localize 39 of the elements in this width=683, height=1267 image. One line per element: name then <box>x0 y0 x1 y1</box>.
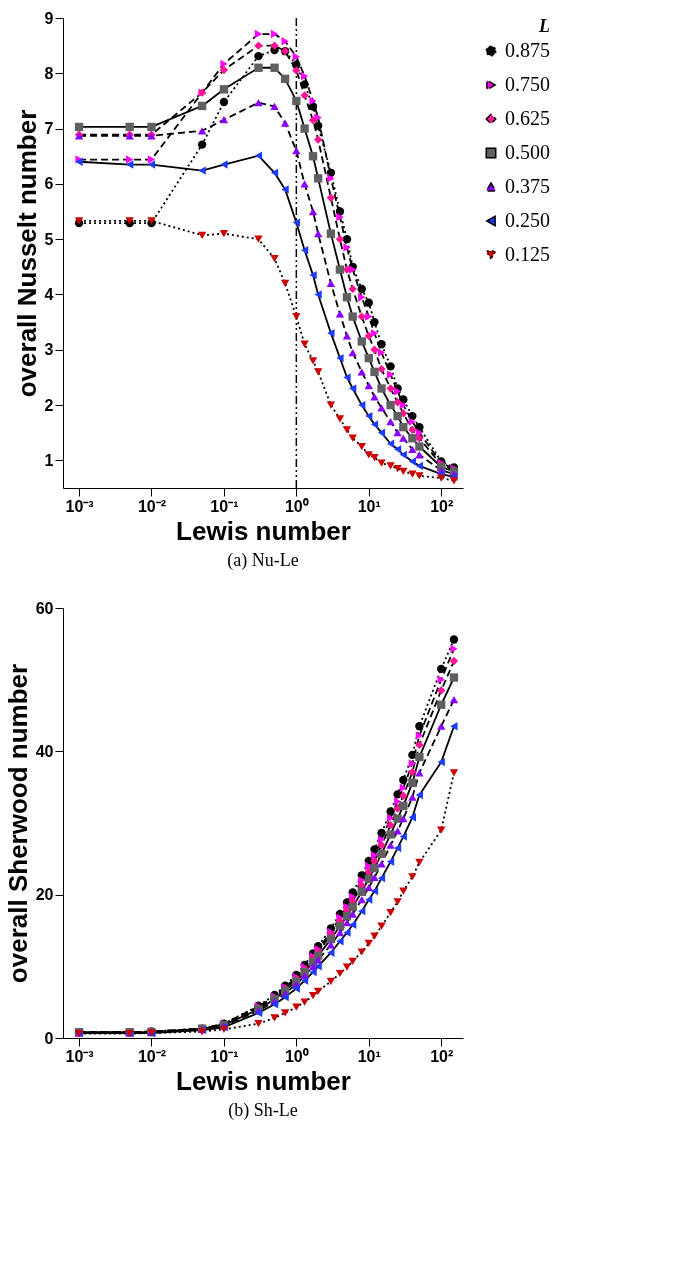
legend-label: 0.250 <box>505 209 550 231</box>
y-tick-label: 3 <box>44 341 54 359</box>
x-tick-label: 10⁻² <box>137 497 167 515</box>
y-axis-title: overall Nusselt number <box>11 109 42 398</box>
y-tick-label: 9 <box>44 9 54 27</box>
x-axis-title: Lewis number <box>176 515 351 546</box>
x-tick-label: 10¹ <box>357 1047 381 1065</box>
x-axis-title: Lewis number <box>176 1065 351 1096</box>
y-tick-label: 20 <box>35 886 54 904</box>
x-tick-label: 10⁻¹ <box>210 1047 239 1065</box>
legend-title: L <box>538 16 550 36</box>
y-tick-label: 5 <box>44 230 54 248</box>
x-tick-label: 10¹ <box>357 497 381 515</box>
y-tick-label: 4 <box>44 285 54 303</box>
legend-label: 0.875 <box>505 39 550 61</box>
legend-label: 0.500 <box>505 141 550 163</box>
x-tick-label: 10⁻² <box>137 1047 167 1065</box>
x-tick-label: 10⁻³ <box>65 1047 94 1065</box>
y-tick-label: 60 <box>35 599 54 617</box>
text: (b) Sh-Le <box>228 1100 298 1121</box>
y-axis-title: overall Sherwood number <box>2 663 33 984</box>
legend-label: 0.750 <box>505 73 550 95</box>
x-tick-label: 10⁰ <box>284 497 309 515</box>
x-tick-label: 10⁰ <box>284 1047 309 1065</box>
x-tick-label: 10⁻³ <box>65 497 94 515</box>
y-tick-label: 40 <box>35 742 54 760</box>
legend-label: 0.125 <box>505 243 550 265</box>
y-tick-label: 6 <box>44 175 54 193</box>
x-tick-label: 10² <box>430 1047 454 1065</box>
x-tick-label: 10⁻¹ <box>210 497 239 515</box>
y-tick-label: 2 <box>44 396 54 414</box>
y-tick-label: 1 <box>44 451 54 469</box>
text: (a) Nu-Le <box>227 550 299 571</box>
x-tick-label: 10² <box>430 497 454 515</box>
legend-label: 0.625 <box>505 107 550 129</box>
y-tick-label: 0 <box>44 1029 54 1047</box>
y-tick-label: 8 <box>44 64 54 82</box>
legend-label: 0.375 <box>505 175 550 197</box>
y-tick-label: 7 <box>44 120 54 138</box>
